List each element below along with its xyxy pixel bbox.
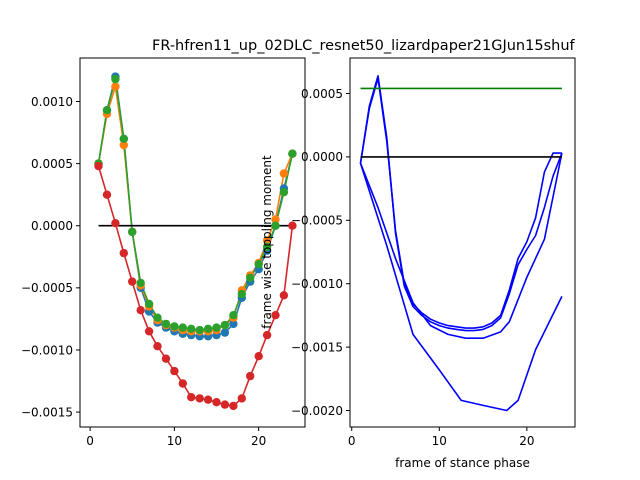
left-plot-area bbox=[94, 72, 297, 411]
left-series-4-point bbox=[161, 354, 171, 363]
left-series-4-point bbox=[119, 248, 128, 258]
right-y-tick-label: −0.0015 bbox=[291, 340, 343, 354]
left-series-3-point bbox=[271, 221, 280, 230]
right-y-tick-label: 0.0000 bbox=[301, 150, 343, 164]
left-series-4-point bbox=[111, 219, 120, 228]
left-series-3-point bbox=[111, 74, 120, 84]
left-series-3-point bbox=[262, 242, 272, 251]
left-series-2-point bbox=[279, 169, 289, 178]
left-series-1-point bbox=[229, 319, 238, 329]
left-series-2-point bbox=[111, 82, 120, 91]
left-axis-ticks: 0 10 20 0.0010 0.0005 0.0000 −0.0005 −0.0010 −0.… bbox=[21, 95, 266, 448]
left-y-tick-label: 0.0010 bbox=[31, 95, 73, 109]
left-y-tick-label: −0.0015 bbox=[21, 405, 73, 419]
left-series-3-point bbox=[136, 278, 145, 288]
left-series-4-point bbox=[170, 366, 179, 376]
right-y-tick-label: −0.0005 bbox=[291, 214, 343, 228]
left-x-tick-label: 20 bbox=[251, 434, 266, 448]
left-series-2-point bbox=[271, 215, 280, 224]
chart-title: FR-hfren11_up_02DLC_resnet50_lizardpaper… bbox=[152, 38, 576, 54]
right-y-tick-label: 0.0005 bbox=[301, 87, 343, 101]
left-series-3-point bbox=[187, 324, 196, 333]
right-x-tick-label: 10 bbox=[432, 434, 447, 448]
left-x-tick-label: 10 bbox=[167, 434, 182, 448]
left-series-4-point bbox=[237, 394, 246, 403]
left-series-4-point bbox=[271, 311, 280, 320]
right-series-3-line bbox=[359, 152, 563, 340]
left-series-3-point bbox=[288, 149, 297, 158]
left-series-2-point bbox=[262, 236, 272, 245]
right-plot-area bbox=[359, 75, 563, 412]
left-series-4-point bbox=[195, 394, 204, 403]
left-series-4-point bbox=[288, 221, 297, 230]
left-series-3-point bbox=[178, 323, 187, 332]
left-axes-frame bbox=[79, 57, 306, 428]
right-y-tick-label: −0.0010 bbox=[291, 277, 343, 291]
left-series-3-point bbox=[170, 322, 179, 331]
left-x-tick-label: 0 bbox=[86, 434, 94, 448]
left-series-4-point bbox=[203, 395, 213, 404]
right-series-2-line bbox=[359, 77, 562, 329]
left-series-3-point bbox=[203, 324, 213, 333]
left-series-3-point bbox=[212, 323, 221, 332]
left-y-tick-label: −0.0010 bbox=[21, 343, 73, 357]
left-series-3-point bbox=[220, 320, 230, 330]
right-x-axis-label: frame of stance phase bbox=[395, 456, 530, 470]
left-series-4-point bbox=[212, 398, 221, 407]
left-series-4-point bbox=[128, 277, 137, 286]
left-series-3-point bbox=[229, 311, 238, 320]
right-x-tick-label: 20 bbox=[519, 434, 534, 448]
left-series-4-point bbox=[94, 161, 103, 171]
left-series-3-point bbox=[254, 260, 263, 269]
left-series-1-point bbox=[220, 328, 230, 337]
right-y-axis-label: frame wise toppling moment bbox=[260, 155, 274, 329]
left-series-4-point bbox=[246, 371, 255, 381]
left-series-4-point bbox=[229, 401, 238, 411]
right-x-tick-label: 0 bbox=[348, 434, 356, 448]
right-axis-ticks: 0 10 20 0.0005 0.0000 −0.0005 −0.0010 −0.0015 −0… bbox=[291, 87, 535, 448]
left-series-4-point bbox=[279, 291, 289, 300]
left-y-tick-label: 0.0005 bbox=[31, 157, 73, 171]
left-series-4-point bbox=[187, 393, 196, 402]
left-series-4-point bbox=[153, 342, 162, 351]
left-series-3-point bbox=[119, 134, 128, 143]
right-plot-panel: 0 10 20 0.0005 0.0000 −0.0005 −0.0010 −0.0015 −0… bbox=[291, 57, 576, 448]
left-series-4-point bbox=[254, 352, 263, 361]
left-series-3-point bbox=[153, 313, 162, 322]
left-series-3-point bbox=[144, 299, 154, 309]
right-series-4-line bbox=[359, 162, 563, 412]
left-series-3-point bbox=[237, 289, 246, 299]
left-series-3-point bbox=[161, 319, 171, 329]
left-y-tick-label: 0.0000 bbox=[31, 219, 73, 233]
left-series-3-point bbox=[195, 325, 204, 335]
left-y-tick-label: −0.0005 bbox=[21, 281, 73, 295]
left-series-4-point bbox=[262, 330, 272, 340]
right-axes-frame bbox=[349, 57, 576, 428]
left-series-4-point bbox=[178, 379, 187, 388]
left-series-3-point bbox=[102, 106, 112, 115]
left-series-4-point bbox=[136, 306, 145, 315]
left-series-4-point bbox=[220, 400, 230, 409]
left-series-4-point bbox=[102, 190, 112, 199]
left-series-2-point bbox=[119, 140, 128, 150]
left-series-3-point bbox=[279, 188, 289, 197]
left-series-3-point bbox=[246, 273, 255, 283]
right-y-tick-label: −0.0020 bbox=[291, 404, 343, 418]
left-plot-panel: 0 10 20 0.0010 0.0005 0.0000 −0.0005 −0.0010 −0.… bbox=[21, 57, 306, 448]
left-series-3-point bbox=[128, 227, 137, 237]
left-series-4-point bbox=[144, 327, 154, 336]
